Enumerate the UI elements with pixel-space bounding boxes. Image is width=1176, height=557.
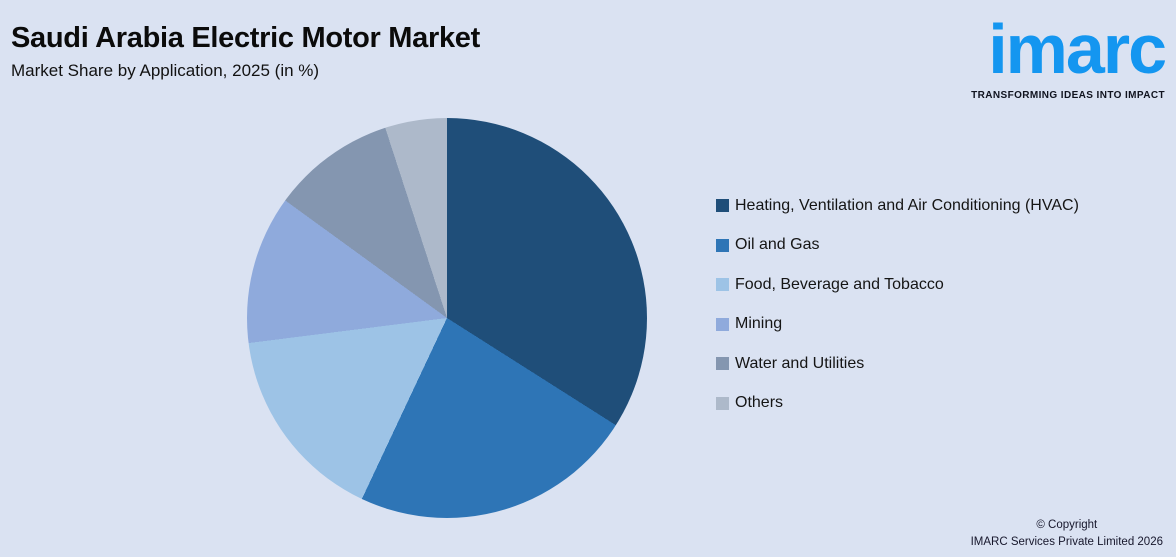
- imarc-wordmark: imarc: [988, 10, 1167, 88]
- copyright-notice: © Copyright IMARC Services Private Limit…: [971, 517, 1163, 551]
- legend-label: Oil and Gas: [735, 236, 820, 253]
- legend-label: Others: [735, 394, 784, 411]
- legend-label: Heating, Ventilation and Air Conditionin…: [735, 196, 1079, 214]
- legend-swatch: [716, 396, 729, 410]
- legend-item: Mining: [716, 315, 1079, 333]
- legend: Heating, Ventilation and Air Conditionin…: [716, 197, 1079, 412]
- legend-item: Food, Beverage and Tobacco: [716, 276, 1079, 293]
- legend-swatch: [716, 357, 729, 370]
- legend-swatch: [716, 317, 729, 331]
- legend-swatch: [716, 278, 729, 291]
- legend-item: Heating, Ventilation and Air Conditionin…: [716, 197, 1079, 214]
- legend-label: Food, Beverage and Tobacco: [735, 275, 944, 293]
- legend-label: Mining: [735, 315, 783, 332]
- legend-label: Water and Utilities: [735, 354, 865, 372]
- legend-swatch: [716, 238, 729, 252]
- copyright-line2: IMARC Services Private Limited 2026: [970, 536, 1163, 548]
- page-subtitle: Market Share by Application, 2025 (in %): [11, 61, 320, 80]
- legend-swatch: [716, 199, 729, 212]
- legend-item: Water and Utilities: [716, 355, 1079, 372]
- pie-chart: [247, 118, 647, 518]
- imarc-tagline: TRANSFORMING IDEAS INTO IMPACT: [971, 90, 1165, 101]
- legend-item: Oil and Gas: [716, 236, 1079, 254]
- copyright-line1: © Copyright: [1036, 519, 1098, 531]
- page-title: Saudi Arabia Electric Motor Market: [11, 22, 480, 54]
- legend-item: Others: [716, 394, 1079, 412]
- imarc-logo: imarc TRANSFORMING IDEAS INTO IMPACT: [935, 10, 1167, 101]
